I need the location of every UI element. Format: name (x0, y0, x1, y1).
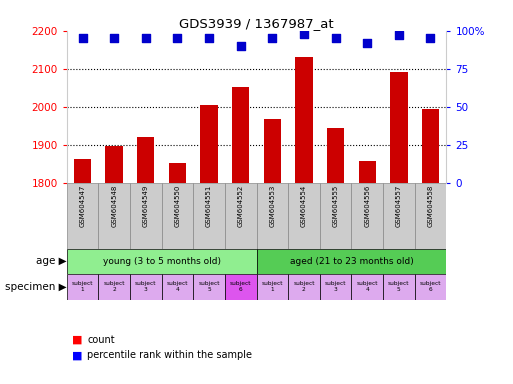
Point (300, 31, 308, 37)
Bar (201, 105, 218, 384)
Bar (162, 274, 193, 300)
Bar (74, 159, 91, 384)
Bar (415, 183, 446, 249)
Text: age ▶: age ▶ (36, 257, 67, 266)
Bar (351, 183, 383, 249)
Text: GSM604551: GSM604551 (206, 185, 212, 227)
Bar (162, 183, 193, 249)
Title: GDS3939 / 1367987_at: GDS3939 / 1367987_at (179, 17, 334, 30)
Text: young (3 to 5 months old): young (3 to 5 months old) (103, 257, 221, 266)
Bar (67, 183, 98, 249)
Bar (130, 274, 162, 300)
Bar (225, 183, 256, 249)
Text: subject
5: subject 5 (388, 281, 409, 292)
Text: subject
4: subject 4 (357, 281, 378, 292)
Point (268, 35, 277, 41)
Text: subject
6: subject 6 (230, 281, 251, 292)
Bar (288, 183, 320, 249)
Text: GSM604552: GSM604552 (238, 185, 244, 227)
Bar (383, 183, 415, 249)
Text: subject
3: subject 3 (325, 281, 346, 292)
Point (205, 35, 213, 41)
Text: ■: ■ (72, 350, 82, 360)
Text: GSM604550: GSM604550 (174, 185, 181, 227)
Text: GSM604547: GSM604547 (80, 185, 86, 227)
Bar (390, 72, 407, 384)
Point (142, 35, 150, 41)
Bar (351, 274, 383, 300)
Bar (98, 183, 130, 249)
Bar (67, 274, 98, 300)
Bar (256, 249, 446, 274)
Text: count: count (87, 335, 115, 345)
Bar (193, 183, 225, 249)
Bar (225, 274, 256, 300)
Bar (264, 119, 281, 384)
Text: GSM604557: GSM604557 (396, 185, 402, 227)
Text: ■: ■ (72, 335, 82, 345)
Text: subject
1: subject 1 (72, 281, 93, 292)
Bar (422, 109, 439, 384)
Bar (169, 163, 186, 384)
Bar (359, 161, 376, 384)
Text: aged (21 to 23 months old): aged (21 to 23 months old) (289, 257, 413, 266)
Text: GSM604554: GSM604554 (301, 185, 307, 227)
Bar (415, 274, 446, 300)
Bar (320, 274, 351, 300)
Bar (232, 87, 249, 384)
Text: subject
4: subject 4 (167, 281, 188, 292)
Bar (295, 57, 312, 384)
Bar (130, 183, 162, 249)
Text: subject
2: subject 2 (293, 281, 314, 292)
Bar (383, 274, 415, 300)
Text: subject
3: subject 3 (135, 281, 156, 292)
Bar (256, 274, 288, 300)
Point (331, 35, 340, 41)
Bar (327, 128, 344, 384)
Text: subject
5: subject 5 (199, 281, 220, 292)
Bar (256, 183, 288, 249)
Text: percentile rank within the sample: percentile rank within the sample (87, 350, 252, 360)
Text: GSM604556: GSM604556 (364, 185, 370, 227)
Bar (67, 249, 256, 274)
Bar (193, 274, 225, 300)
Point (110, 35, 118, 41)
Point (78, 35, 87, 41)
Text: GSM604548: GSM604548 (111, 185, 117, 227)
Bar (137, 137, 154, 384)
Text: GSM604549: GSM604549 (143, 185, 149, 227)
Point (363, 40, 371, 46)
Point (173, 35, 182, 41)
Bar (106, 146, 123, 384)
Text: specimen ▶: specimen ▶ (5, 282, 67, 292)
Bar (320, 183, 351, 249)
Point (394, 32, 403, 38)
Text: GSM604558: GSM604558 (427, 185, 433, 227)
Text: subject
2: subject 2 (104, 281, 125, 292)
Point (236, 43, 245, 49)
Text: GSM604555: GSM604555 (332, 185, 339, 227)
Text: subject
1: subject 1 (262, 281, 283, 292)
Point (426, 35, 435, 41)
Text: GSM604553: GSM604553 (269, 185, 275, 227)
Bar (288, 274, 320, 300)
Text: subject
6: subject 6 (420, 281, 441, 292)
Bar (98, 274, 130, 300)
